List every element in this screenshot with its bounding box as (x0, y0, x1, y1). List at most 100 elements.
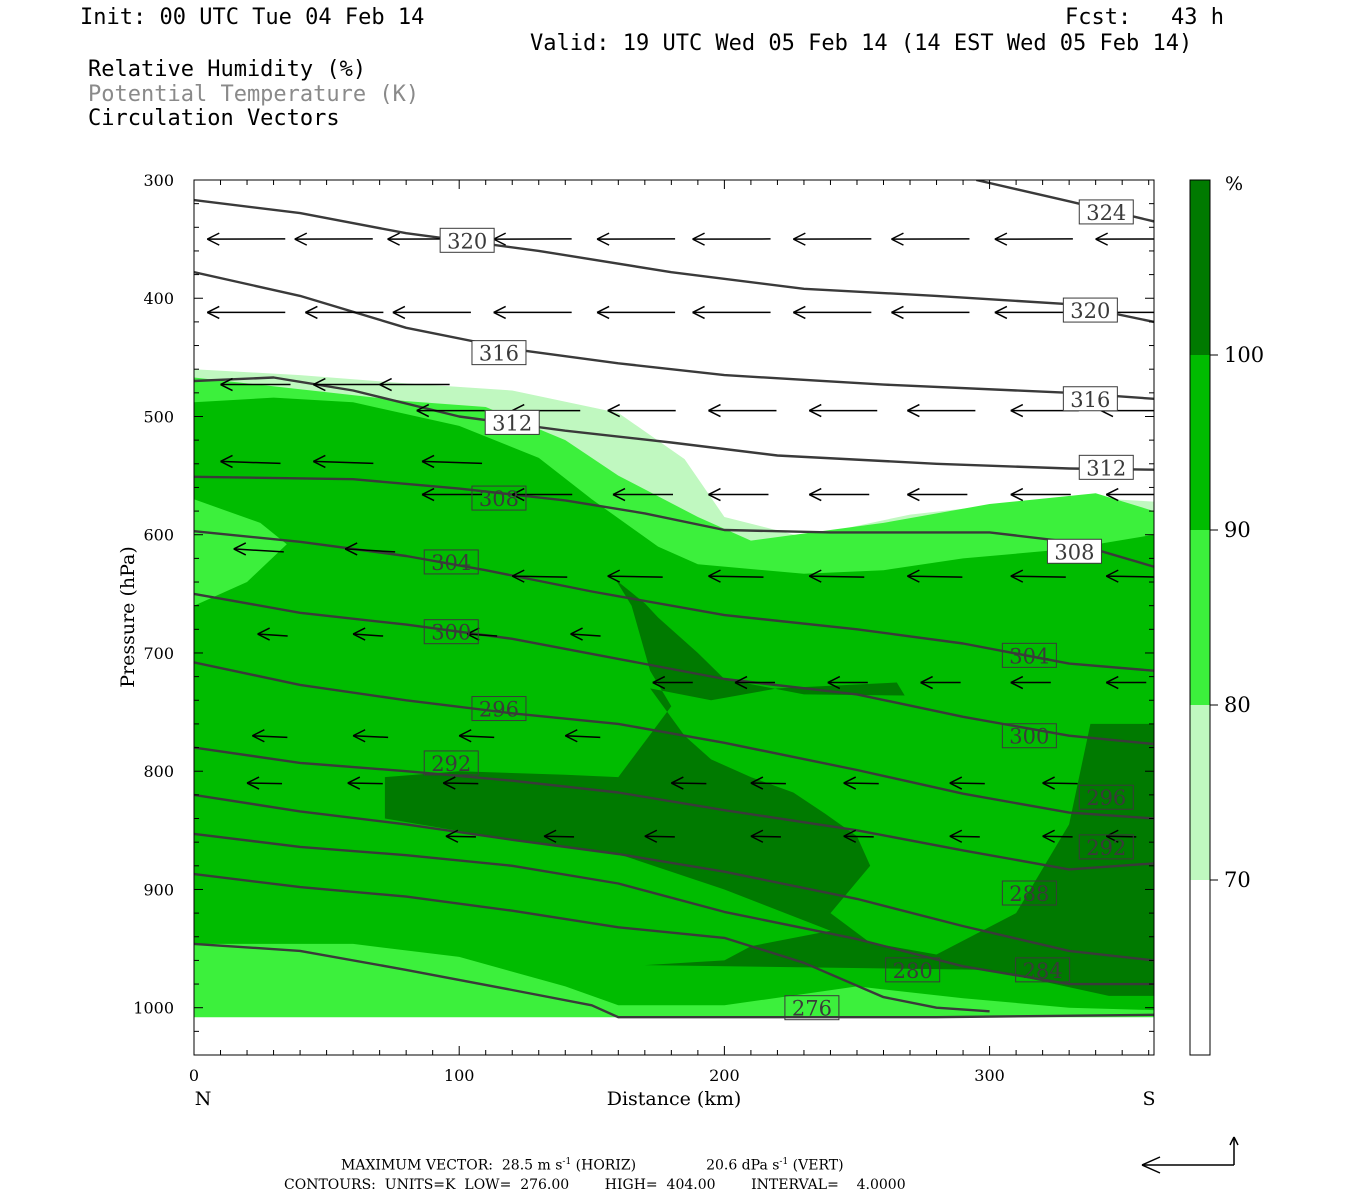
contour-label-300: 300 (423, 619, 479, 645)
circulation-vector-28 (907, 403, 976, 418)
x-tick-label: 200 (709, 1066, 740, 1085)
svg-text:320: 320 (1070, 299, 1110, 323)
field-name-rh: Relative Humidity (%) (88, 57, 367, 82)
x-axis-label: Distance (km) (607, 1088, 742, 1110)
circulation-vector-68 (671, 776, 707, 790)
x-tick-label: 0 (189, 1066, 199, 1085)
circulation-vector-73 (445, 829, 476, 843)
contour-label-312: 312 (1078, 454, 1134, 480)
colorbar-unit-label: % (1225, 173, 1243, 195)
circulation-vector-57 (827, 675, 868, 690)
theta-contour-316 (194, 271, 1154, 400)
circulation-vectors (206, 232, 1154, 843)
contour-label-308: 308 (1046, 538, 1102, 564)
contour-label-304: 304 (423, 549, 479, 575)
contour-label-284: 284 (1015, 957, 1071, 983)
circulation-vector-66 (347, 776, 383, 790)
circulation-vector-14 (596, 305, 676, 320)
circulation-vector-64 (564, 729, 601, 743)
circulation-vector-63 (458, 729, 495, 743)
svg-text:312: 312 (1086, 456, 1126, 480)
contour-label-292: 292 (1078, 834, 1134, 860)
svg-text:324: 324 (1086, 201, 1126, 225)
y-tick-label: 900 (143, 880, 174, 899)
svg-text:288: 288 (1009, 882, 1049, 906)
circulation-vector-50 (1105, 569, 1154, 583)
svg-text:296: 296 (479, 698, 519, 722)
svg-text:308: 308 (479, 487, 519, 511)
contour-label-316: 316 (471, 340, 527, 366)
svg-text:276: 276 (792, 997, 832, 1021)
colorbar-label: 80 (1224, 693, 1251, 717)
colorbar-segment (1190, 180, 1210, 355)
circulation-vector-3 (493, 232, 572, 246)
circulation-vector-52 (352, 627, 384, 641)
circulation-vector-40 (1010, 487, 1071, 502)
x-end-label-south: S (1142, 1088, 1155, 1110)
svg-text:304: 304 (431, 551, 471, 575)
theta-contour-300 (194, 592, 1154, 746)
circulation-vector-55 (652, 675, 693, 690)
x-tick-label: 100 (444, 1066, 475, 1085)
circulation-vector-49 (1010, 569, 1066, 583)
circulation-vector-26 (708, 403, 777, 418)
valid-time: Valid: 19 UTC Wed 05 Feb 14 (14 EST Wed … (530, 31, 1193, 56)
theta-contour-308 (194, 475, 1154, 568)
svg-text:300: 300 (431, 621, 471, 645)
circulation-vector-75 (644, 829, 675, 843)
circulation-vector-45 (607, 569, 663, 583)
y-tick-label: 300 (143, 171, 174, 190)
circulation-vector-36 (612, 487, 674, 502)
circulation-vector-27 (808, 403, 878, 418)
x-tick-label: 300 (974, 1066, 1005, 1085)
colorbar-segment (1190, 355, 1210, 530)
circulation-vector-42 (233, 542, 284, 556)
circulation-vector-9 (1095, 232, 1154, 246)
svg-text:312: 312 (492, 411, 532, 435)
circulation-vector-12 (392, 305, 471, 320)
circulation-vector-7 (891, 232, 970, 246)
contours-note: CONTOURS: UNITS=K LOW= 276.00 HIGH= 404.… (284, 1177, 906, 1193)
circulation-vector-31 (220, 454, 281, 469)
y-tick-label: 1000 (133, 999, 174, 1018)
circulation-vector-0 (206, 232, 286, 246)
theta-contour-288 (194, 793, 1154, 962)
theta-contour-276 (194, 942, 1154, 1019)
x-end-label-north: N (195, 1088, 212, 1110)
circulation-vector-17 (891, 305, 970, 320)
init-time: Init: 00 UTC Tue 04 Feb 14 (80, 5, 425, 30)
contour-label-276: 276 (784, 995, 840, 1021)
circulation-vector-67 (442, 776, 479, 790)
colorbar-segment (1190, 880, 1210, 1055)
circulation-vector-33 (421, 454, 483, 469)
circulation-vector-43 (344, 542, 396, 556)
contour-label-324: 324 (1078, 199, 1134, 225)
circulation-vector-20 (220, 377, 291, 392)
circulation-vector-65 (246, 776, 283, 790)
contour-label-304: 304 (1001, 642, 1057, 668)
field-name-vectors: Circulation Vectors (88, 106, 340, 131)
circulation-vector-44 (511, 569, 568, 583)
svg-text:284: 284 (1023, 959, 1063, 983)
contour-labels: 324 320 320 316 316 312 312 308 308 304 304 300 300 2… (423, 199, 1134, 1021)
theta-contour-320 (194, 198, 1154, 324)
circulation-vector-70 (843, 776, 879, 790)
circulation-vector-48 (907, 569, 963, 583)
circulation-vector-10 (206, 305, 286, 320)
circulation-vector-41 (1105, 487, 1154, 502)
axes: 300 400 500 600 700 800 900 1000 0 100 200 300 (133, 171, 1154, 1085)
circulation-vector-23 (416, 403, 485, 418)
circulation-vector-11 (305, 305, 384, 320)
circulation-vector-15 (692, 305, 771, 320)
colorbar-label: 100 (1224, 343, 1264, 367)
contour-label-308: 308 (471, 485, 527, 511)
circulation-vector-8 (994, 232, 1073, 246)
reference-vector-icon (1141, 1136, 1239, 1174)
circulation-vector-77 (843, 829, 874, 843)
svg-text:316: 316 (479, 342, 519, 366)
plot-frame (193, 179, 1155, 1056)
colorbar-label: 70 (1224, 868, 1251, 892)
circulation-vector-69 (750, 776, 786, 790)
theta-contour-280 (194, 872, 990, 1013)
